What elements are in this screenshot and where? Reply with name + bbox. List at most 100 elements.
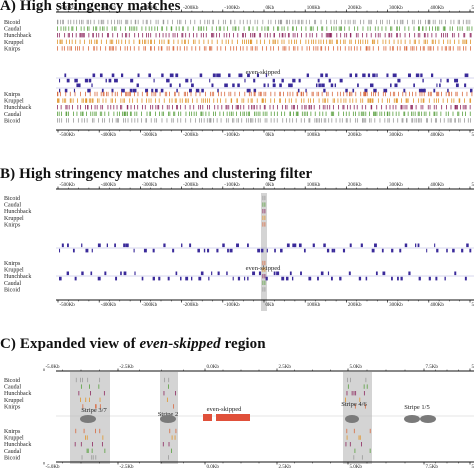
panel-a-top-site-mark [336,19,337,25]
panel-b-bottom-row-label: Kruppel [4,268,24,274]
panel-a-top-site-mark [367,39,369,44]
panel-c-top-site-mark [82,404,84,409]
panel-a-top-site-mark [413,39,415,44]
panel-b-top-tick-label: 400Kb [430,183,444,188]
panel-a-bottom-site-mark [385,91,386,97]
panel-a-top-site-mark [246,39,247,44]
panel-a-top-site-mark [358,39,360,44]
panel-a-bottom-gene [195,88,200,93]
panel-a-bottom-site-mark [300,91,302,97]
panel-a-bottom-site-mark [405,118,407,123]
panel-a-top-site-mark [148,26,150,31]
panel-a-top-site-mark [65,39,67,44]
panel-a-bottom-site-mark [98,98,100,103]
panel-a-bottom-site-mark [184,105,186,110]
panel-b-top-gene [326,248,330,253]
panel-a-top-site-mark [259,33,261,38]
panel-a-top-site-mark [57,33,58,38]
panel-a-bottom-site-mark [232,111,234,116]
panel-b-bottom-gene [375,271,378,276]
panel-a-bottom-site-mark [122,98,124,103]
panel-a-bottom-tick-label: -500Kb [60,133,76,138]
panel-a-bottom-site-mark [425,111,427,116]
panel-a-top-site-mark [450,19,452,25]
panel-a-bottom-site-mark [247,98,249,103]
panel-a-bottom-site-mark [457,111,459,116]
panel-a-bottom-site-mark [397,118,399,123]
panel-b-bottom-tick-label: -300Kb [142,303,158,308]
panel-a-top-site-mark [326,39,328,44]
panel-a-bottom-site-mark [362,118,364,123]
panel-a-top-site-mark [113,46,114,51]
panel-a-bottom-site-mark [270,91,272,97]
panel-a-bottom-site-mark [168,105,170,110]
panel-a-top-gene [88,78,92,83]
panel-a-bottom-site-mark [314,118,316,123]
panel-a-top-site-mark [57,19,59,25]
panel-a-top-site-mark [243,26,245,31]
panel-a-top-site-mark [312,39,314,44]
panel-a-bottom-gene [418,88,423,93]
panel-a-top-site-mark [465,19,467,25]
panel-a-bottom-site-mark [401,105,402,110]
panel-a-bottom-site-mark [346,91,348,97]
panel-a-bottom-site-mark [396,98,398,103]
panel-a-top-site-mark [382,19,383,25]
panel-a-bottom-site-mark [469,105,471,110]
panel-a-bottom-site-mark [164,91,166,97]
panel-a-top-site-mark [292,33,294,38]
panel-c-top-site-mark [345,397,346,402]
panel-a-top-site-mark [96,39,98,44]
panel-a-bottom-site-mark [293,111,294,116]
panel-c-bottom-site-mark [171,448,172,453]
panel-a-top-site-mark [182,33,184,38]
panel-a-bottom-site-mark [175,98,177,103]
panel-c-top-site-mark [103,391,105,396]
panel-a-top-site-mark [362,26,364,31]
panel-a-bottom-site-mark [214,105,216,110]
panel-b-top-gene [85,248,89,253]
panel-a-top-site-mark [193,33,194,38]
panel-a-top-site-mark [320,19,322,25]
panel-a-bottom-site-mark [420,98,422,103]
panel-a-bottom-site-mark [77,118,79,123]
panel-b-bottom-gene [247,276,249,281]
panel-a-bottom-site-mark [218,91,220,97]
panel-a-bottom-site-mark [355,98,357,103]
panel-a-bottom-site-mark [433,105,435,110]
panel-a-top-site-mark [209,46,210,51]
panel-a-top-site-mark [324,46,326,51]
panel-a-top-site-mark [245,33,246,38]
panel-a-top-site-mark [213,33,215,38]
panel-a-bottom-site-mark [102,91,104,97]
panel-a-top-gene [84,78,89,83]
panel-a-top-site-mark [125,19,127,25]
panel-a-top-site-mark [67,19,69,25]
panel-a-bottom-site-mark [470,98,472,103]
panel-a-top-site-mark [291,39,293,44]
panel-b-top-site-mark [262,215,264,220]
panel-a-bottom-site-mark [236,111,237,116]
panel-a-bottom-site-mark [332,98,334,103]
panel-a-top-gene [317,78,320,83]
panel-a-top-site-mark [143,46,145,51]
panel-a-bottom-site-mark [57,105,58,110]
panel-a-bottom-site-mark [364,91,366,97]
panel-a-top-site-mark [253,33,255,38]
panel-c-stripe-element [345,415,359,423]
panel-a-top-site-mark [256,39,258,44]
panel-a-bottom-site-mark [313,105,315,110]
panel-a-bottom-site-mark [141,98,143,103]
panel-a-bottom-site-mark [318,91,320,97]
panel-a-bottom-site-mark [300,118,302,123]
panel-a-bottom-site-mark [401,98,402,103]
panel-a-bottom-site-mark [269,105,271,110]
panel-a-top-site-mark [466,39,468,44]
panel-b-top-site-mark [262,202,264,207]
panel-a-bottom-gene [224,83,228,88]
panel-a-top-gene [199,73,203,78]
panel-a-bottom-site-mark [121,111,123,116]
panel-b-bottom-gene [428,276,431,281]
panel-a-top-gene [362,73,366,78]
panel-b-bottom-gene [152,276,155,281]
